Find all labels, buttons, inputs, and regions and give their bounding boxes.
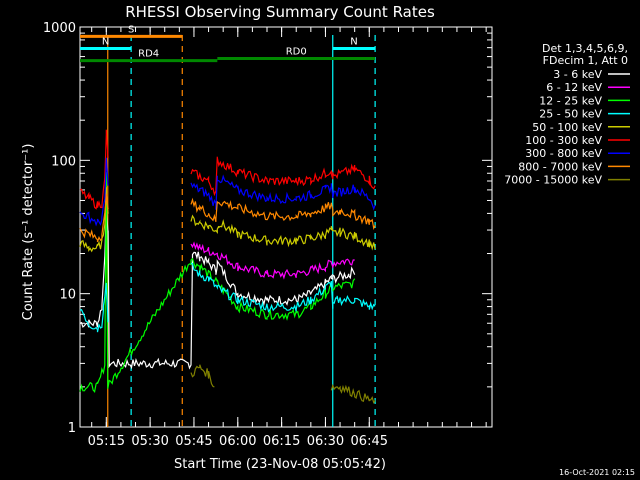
series-line bbox=[190, 262, 376, 313]
series-line bbox=[190, 241, 355, 280]
series-7 bbox=[79, 193, 376, 243]
state-bar-label: N bbox=[350, 36, 357, 47]
x-tick-label: 06:00 bbox=[219, 434, 256, 449]
series-0 bbox=[79, 209, 356, 370]
series-line bbox=[79, 193, 109, 243]
legend-label: 800 - 7000 keV bbox=[518, 160, 602, 173]
series-line bbox=[79, 129, 109, 210]
series-line bbox=[79, 282, 109, 333]
series-6 bbox=[79, 157, 376, 227]
legend-label: 100 - 300 keV bbox=[525, 134, 602, 147]
series-3 bbox=[79, 262, 376, 333]
series-4 bbox=[79, 187, 376, 253]
chart-title: RHESSI Observing Summary Count Rates bbox=[125, 3, 435, 21]
legend-label: 300 - 800 keV bbox=[525, 147, 602, 160]
series-line bbox=[79, 157, 109, 227]
legend-label: 12 - 25 keV bbox=[539, 94, 602, 107]
x-tick-label: 05:15 bbox=[88, 434, 125, 449]
legend-label: 3 - 6 keV bbox=[553, 68, 602, 81]
y-tick-label: 100 bbox=[51, 154, 76, 169]
legend-label: 50 - 100 keV bbox=[532, 121, 602, 134]
series-5 bbox=[79, 129, 376, 210]
x-tick-label: 05:45 bbox=[175, 434, 212, 449]
series-line bbox=[79, 209, 356, 370]
y-axis-label: Count Rate (s⁻¹ detector⁻¹) bbox=[21, 144, 36, 321]
series-line bbox=[79, 187, 109, 253]
x-tick-label: 06:45 bbox=[351, 434, 388, 449]
y-tick-label: 1 bbox=[68, 421, 76, 436]
series-line bbox=[190, 197, 376, 230]
y-tick-label: 10 bbox=[59, 288, 76, 303]
state-bar-label: S bbox=[128, 24, 134, 35]
state-bar-label: N bbox=[102, 36, 109, 47]
x-tick-label: 06:15 bbox=[263, 434, 300, 449]
legend-label: 25 - 50 keV bbox=[539, 108, 602, 121]
state-bar-label: RD0 bbox=[286, 47, 307, 58]
x-tick-label: 05:30 bbox=[131, 434, 168, 449]
legend-label: 7000 - 15000 keV bbox=[504, 174, 602, 187]
series-line bbox=[330, 383, 376, 404]
series-line bbox=[190, 174, 376, 211]
series-8 bbox=[190, 364, 376, 404]
series-line bbox=[190, 364, 215, 388]
plot-frame bbox=[79, 26, 493, 428]
legend-title-line-2: FDecim 1, Att 0 bbox=[543, 54, 628, 67]
x-tick-label: 06:30 bbox=[307, 434, 344, 449]
legend-label: 6 - 12 keV bbox=[546, 81, 602, 94]
series-1 bbox=[190, 241, 355, 280]
y-tick-label: 1000 bbox=[43, 21, 76, 36]
state-bar-label: RD4 bbox=[138, 49, 159, 60]
x-axis-label: Start Time (23-Nov-08 05:05:42) bbox=[174, 457, 386, 472]
legend-title-line-1: Det 1,3,4,5,6,9, bbox=[542, 42, 628, 55]
footer-timestamp: 16-Oct-2021 02:15 bbox=[559, 468, 635, 477]
series-line bbox=[190, 214, 376, 251]
series-line bbox=[190, 156, 376, 197]
